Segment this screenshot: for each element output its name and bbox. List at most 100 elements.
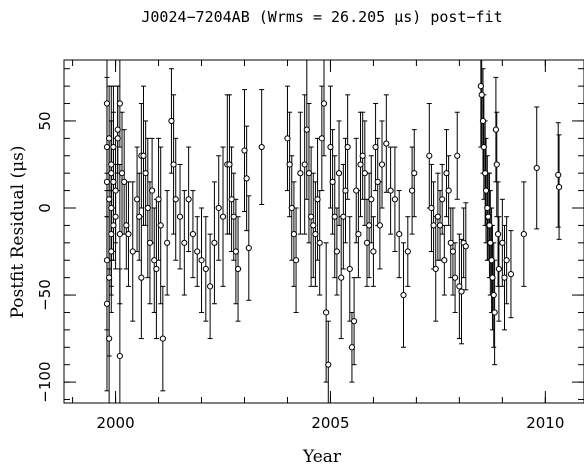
data-point xyxy=(103,143,111,151)
data-point xyxy=(228,196,235,203)
data-point xyxy=(103,100,111,107)
data-point xyxy=(103,300,111,307)
data-point xyxy=(335,170,343,177)
data-point xyxy=(329,178,336,185)
data-point xyxy=(391,196,399,203)
data-point xyxy=(487,239,494,246)
data-point xyxy=(378,161,386,168)
data-point xyxy=(348,344,356,351)
data-point xyxy=(146,239,154,246)
data-point xyxy=(503,257,510,264)
data-point xyxy=(458,288,465,295)
data-point xyxy=(323,309,330,316)
data-point xyxy=(159,335,166,342)
data-point xyxy=(108,161,115,168)
data-point xyxy=(230,213,237,220)
data-point xyxy=(245,244,252,252)
data-point xyxy=(114,126,121,133)
data-point xyxy=(320,100,328,107)
data-point xyxy=(164,239,171,246)
data-point xyxy=(308,213,315,220)
data-point xyxy=(125,231,132,238)
data-point xyxy=(181,239,188,246)
data-point xyxy=(353,187,360,194)
data-point xyxy=(370,248,377,255)
data-point xyxy=(258,143,265,151)
data-point xyxy=(112,187,119,194)
data-point xyxy=(106,196,113,203)
data-point xyxy=(116,352,123,360)
data-point xyxy=(290,231,298,238)
data-point xyxy=(430,222,437,229)
x-axis-label: Year xyxy=(302,447,342,467)
data-point xyxy=(482,170,489,177)
data-point xyxy=(121,178,128,185)
data-point xyxy=(116,231,123,238)
data-point xyxy=(155,196,162,203)
data-point xyxy=(234,265,242,273)
data-point xyxy=(110,143,117,151)
data-point xyxy=(207,283,214,290)
data-point xyxy=(286,161,293,168)
data-point xyxy=(350,318,358,325)
error-bars xyxy=(104,60,562,403)
data-point xyxy=(492,126,500,133)
data-point xyxy=(112,213,119,220)
data-point xyxy=(288,204,295,212)
data-point xyxy=(153,265,160,273)
data-point xyxy=(342,187,349,194)
data-point xyxy=(318,135,325,142)
data-point xyxy=(215,204,222,212)
data-point xyxy=(520,231,527,238)
data-point xyxy=(140,152,147,159)
data-point xyxy=(226,161,233,168)
data-point xyxy=(357,161,364,168)
y-tick-label: −50 xyxy=(36,279,54,311)
data-point xyxy=(501,274,508,281)
data-point xyxy=(443,170,450,177)
data-point xyxy=(129,248,136,255)
data-point xyxy=(303,126,310,133)
data-point xyxy=(456,283,463,290)
data-point xyxy=(447,239,454,246)
data-point xyxy=(232,248,240,255)
data-point xyxy=(346,265,353,273)
data-point xyxy=(110,178,117,185)
data-point xyxy=(499,239,506,246)
data-point xyxy=(478,91,485,98)
data-point xyxy=(374,178,381,185)
y-tick-labels: −100 −50 0 50 xyxy=(36,111,54,402)
data-point xyxy=(445,187,452,194)
data-point xyxy=(366,222,373,229)
data-point xyxy=(533,164,540,172)
data-point xyxy=(185,196,192,203)
data-point xyxy=(368,196,375,203)
data-point xyxy=(108,248,115,255)
data-point xyxy=(428,204,435,212)
data-point xyxy=(168,117,175,125)
data-point xyxy=(404,248,411,255)
x-tick-label: 2000 xyxy=(96,414,134,432)
data-point xyxy=(485,213,492,220)
data-point xyxy=(432,265,439,273)
x-tick-label: 2010 xyxy=(526,414,564,432)
data-point xyxy=(219,213,227,220)
data-point xyxy=(436,222,444,229)
data-point xyxy=(106,335,113,342)
data-point xyxy=(123,222,130,229)
y-tick-label: 50 xyxy=(36,111,54,130)
data-point xyxy=(376,222,383,229)
data-point xyxy=(383,140,390,147)
data-point xyxy=(441,257,448,264)
data-point xyxy=(449,248,457,255)
data-point xyxy=(331,213,338,220)
data-point xyxy=(138,274,145,281)
data-point xyxy=(355,231,362,238)
data-point xyxy=(194,248,201,255)
axis-ticks xyxy=(64,60,584,403)
data-point xyxy=(144,204,151,212)
data-point xyxy=(106,135,113,142)
data-point xyxy=(189,231,197,238)
data-point xyxy=(484,204,491,212)
data-point xyxy=(297,170,304,177)
